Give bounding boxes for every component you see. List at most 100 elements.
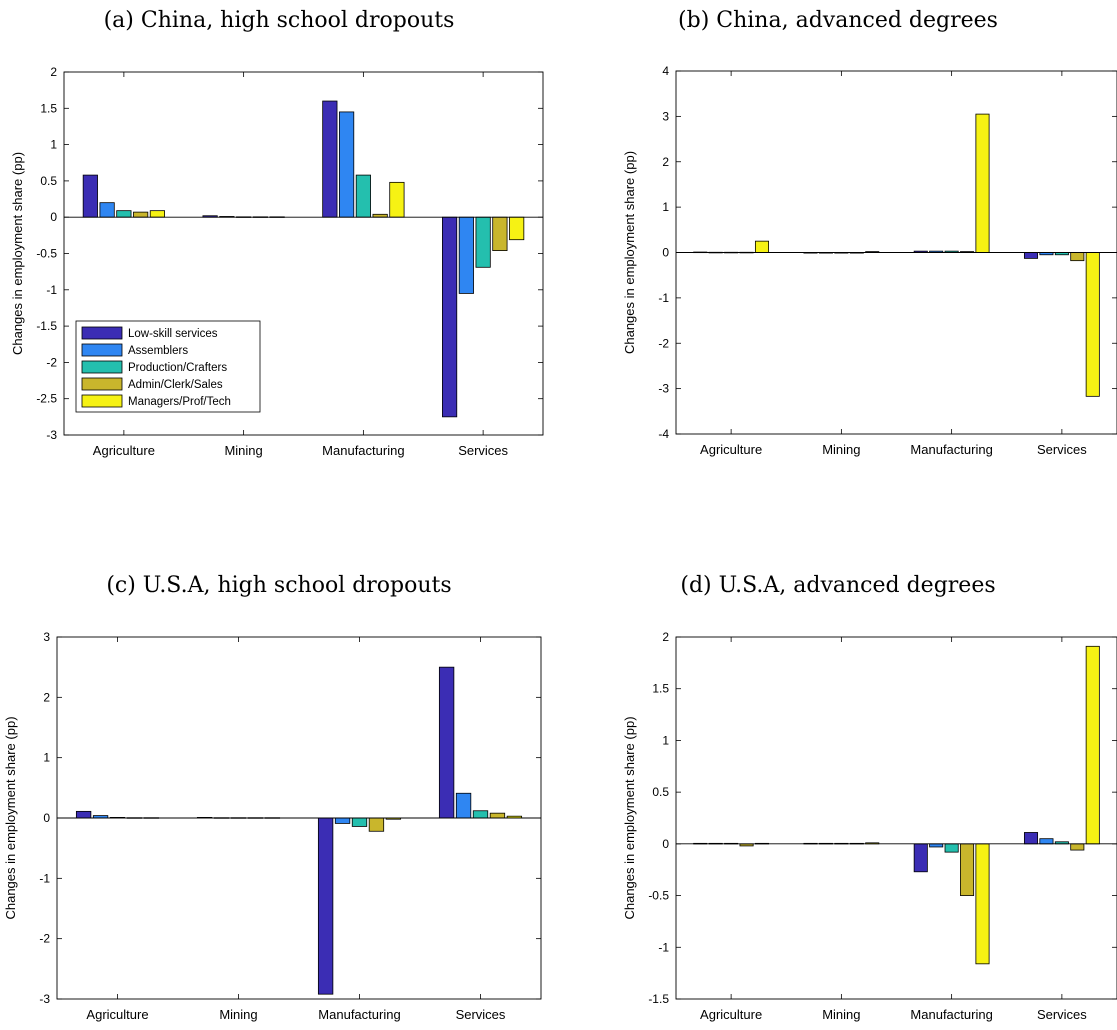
bar-assemblers-agriculture [99,202,115,218]
y-tick-label: 2 [662,630,669,644]
y-tick-label: 1 [662,733,669,747]
bar-admin-clerk-sales-manufacturing [368,817,385,832]
y-tick-label: 0 [662,246,669,260]
y-tick-label: -1.5 [648,992,669,1006]
legend-entry: Managers/Prof/Tech [128,396,231,408]
y-tick-label: -1 [658,940,669,954]
bar-admin-clerk-sales-services [1070,252,1085,262]
y-tick-label: 0 [50,210,57,224]
bar-assemblers-services [1039,838,1054,845]
bar-chart: Agriculture Mining Manufacturing Services -3… [10,65,544,458]
x-tick-label: Services [1037,442,1087,457]
y-tick-label: -2 [39,932,50,946]
y-tick-label: -1 [46,283,57,297]
bar-managers-prof-tech-manufacturing [975,843,990,965]
bar-low-skill-services-manufacturing [322,100,338,218]
y-axis-label: Changes in employment share (pp) [3,716,18,919]
bar-managers-prof-tech-services [509,216,525,241]
y-tick-label: 1 [43,751,50,765]
legend-entry: Admin/Clerk/Sales [128,379,223,391]
bar-managers-prof-tech-agriculture [149,210,165,218]
y-tick-label: -1 [658,291,669,305]
legend-entry: Low-skill services [128,328,218,340]
bar-chart: Agriculture Mining Manufacturing Services -1… [622,630,1117,1022]
legend-entry: Production/Crafters [128,362,227,374]
chart-panel-c: (c) U.S.A, high school dropouts Agricult… [0,515,558,1030]
chart-title: (d) U.S.A, advanced degrees [680,573,996,598]
chart-panel-a: (a) China, high school dropouts Agricult… [0,0,558,515]
bar-assemblers-services [458,216,474,294]
chart-title: (c) U.S.A, high school dropouts [106,573,452,598]
legend-swatch [81,377,123,391]
y-tick-label: 1.5 [40,101,57,115]
x-tick-label: Services [456,1007,506,1022]
bar-production-crafters-manufacturing [351,817,368,827]
legend-swatch [81,343,123,357]
y-tick-label: 0.5 [652,785,669,799]
legend: Low-skill services Assemblers Production/C… [75,320,261,413]
bar-low-skill-services-agriculture [75,810,92,819]
chart-title: (a) China, high school dropouts [103,8,455,33]
y-tick-label: -3 [658,382,669,396]
bar-managers-prof-tech-services [1085,645,1100,845]
x-tick-label: Services [458,443,508,458]
x-tick-label: Manufacturing [322,443,404,458]
chart-panel-d: (d) U.S.A, advanced degrees Agriculture M… [559,515,1117,1030]
x-tick-label: Manufacturing [318,1007,400,1022]
bar-admin-clerk-sales-services [489,812,506,819]
y-tick-label: -3 [46,428,57,442]
bar-admin-clerk-sales-manufacturing [960,843,975,896]
y-tick-label: -4 [658,427,669,441]
x-tick-label: Agriculture [93,443,155,458]
bar-low-skill-services-services [438,666,455,819]
bar-low-skill-services-services [1023,832,1039,845]
legend-swatch [81,360,123,374]
bar-admin-clerk-sales-agriculture [133,211,149,218]
y-tick-label: -1 [39,871,50,885]
bar-admin-clerk-sales-services [492,216,508,251]
y-tick-label: -0.5 [36,247,57,261]
bar-chart: Agriculture Mining Manufacturing Services -4… [622,64,1117,457]
x-tick-label: Agriculture [700,442,762,457]
bar-production-crafters-services [475,216,491,268]
y-tick-label: 1.5 [652,682,669,696]
legend-swatch [81,394,123,408]
x-tick-label: Mining [822,1007,860,1022]
y-tick-label: 0.5 [40,174,57,188]
y-tick-label: 4 [662,64,669,78]
y-tick-label: -2.5 [36,392,57,406]
y-axis-label: Changes in employment share (pp) [10,152,25,355]
bar-managers-prof-tech-services [1085,252,1100,397]
bar-managers-prof-tech-manufacturing [389,181,405,218]
y-tick-label: 0 [662,837,669,851]
y-tick-label: 2 [43,690,50,704]
axes-frame [675,636,1117,1000]
bar-chart: Agriculture Mining Manufacturing Services -3… [3,630,542,1022]
bar-production-crafters-agriculture [116,210,132,218]
x-tick-label: Mining [224,443,262,458]
chart-title: (b) China, advanced degrees [678,8,998,33]
x-tick-label: Mining [219,1007,257,1022]
bar-production-crafters-services [472,810,489,819]
bar-low-skill-services-agriculture [82,174,98,218]
bar-assemblers-manufacturing [929,843,944,848]
y-axis-label: Changes in employment share (pp) [622,716,637,919]
y-tick-label: 0 [43,811,50,825]
x-tick-label: Agriculture [700,1007,762,1022]
bar-assemblers-services [455,792,472,819]
x-tick-label: Mining [822,442,860,457]
y-tick-label: 1 [662,200,669,214]
bar-production-crafters-manufacturing [944,843,959,853]
y-tick-label: 3 [43,630,50,644]
x-tick-label: Services [1037,1007,1087,1022]
x-tick-label: Manufacturing [910,442,992,457]
y-tick-label: 1 [50,138,57,152]
y-tick-label: -2 [658,336,669,350]
bar-assemblers-manufacturing [334,817,351,824]
bar-low-skill-services-services [1023,252,1039,259]
bar-managers-prof-tech-agriculture [754,240,770,253]
chart-panel-b: (b) China, advanced degrees Agriculture M… [559,0,1117,515]
legend-swatch [81,326,123,340]
y-tick-label: -1.5 [36,319,57,333]
y-axis-label: Changes in employment share (pp) [622,151,637,354]
